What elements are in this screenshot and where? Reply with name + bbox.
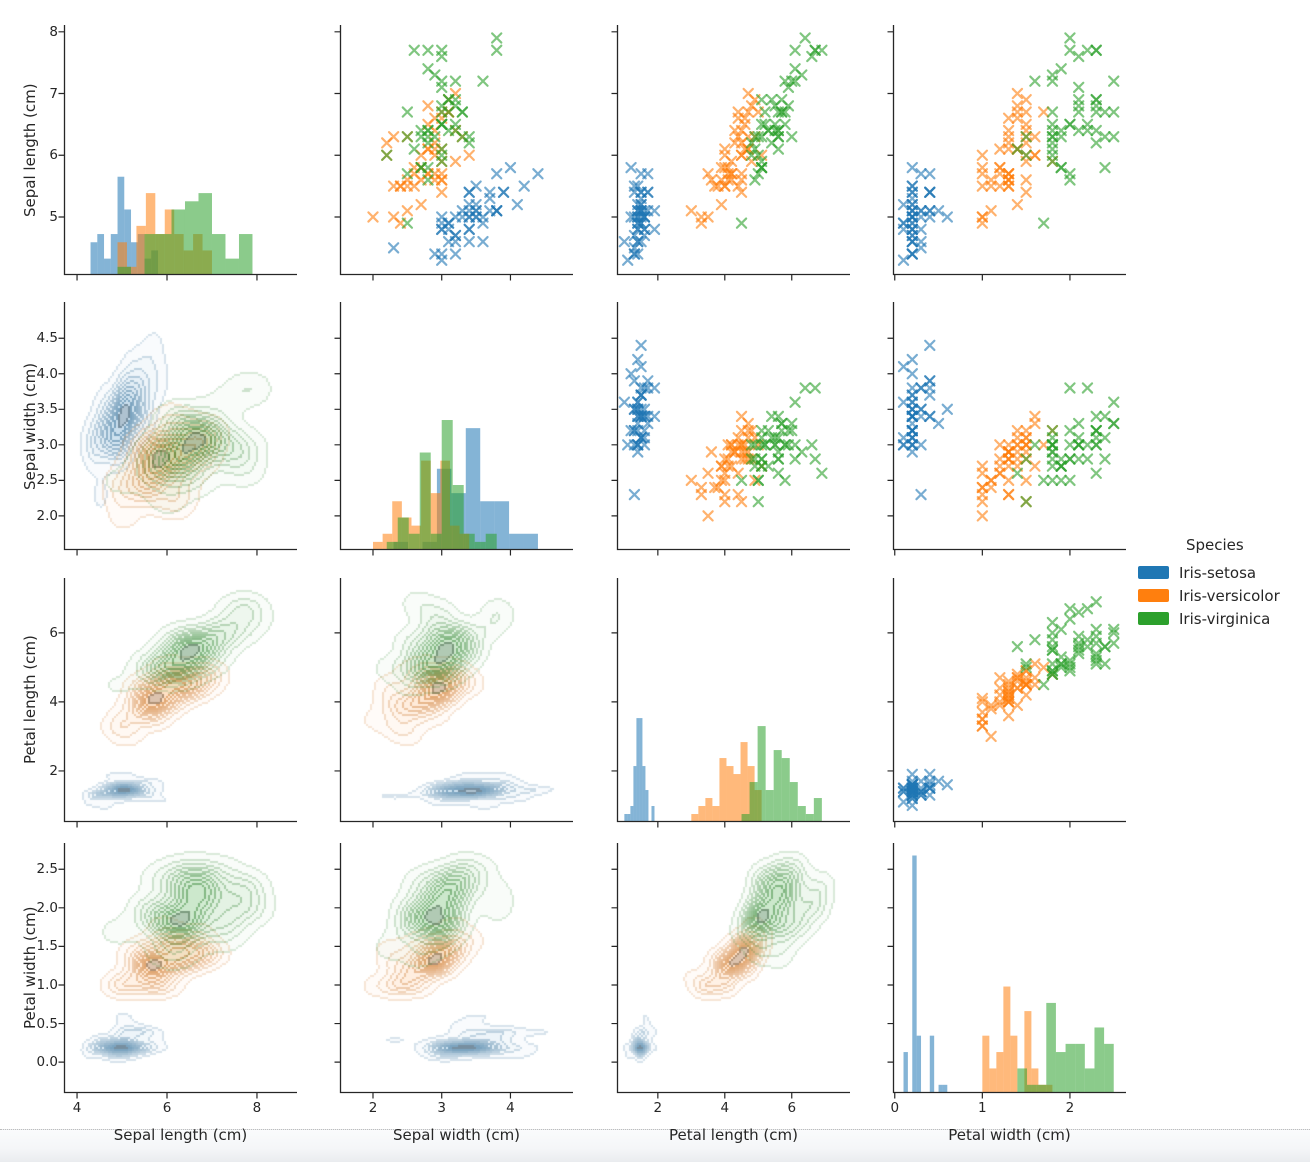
legend-swatch-icon	[1138, 612, 1169, 625]
x-tick-label: 0	[890, 1100, 900, 1116]
x-tick-label: 4	[720, 1100, 730, 1116]
x-tick-label: 6	[162, 1100, 172, 1116]
x-tick-label: 8	[252, 1100, 262, 1116]
y-tick-label: 2.5	[36, 861, 58, 878]
legend-title: Species	[1186, 536, 1244, 554]
legend-entry-label: Iris-setosa	[1179, 563, 1257, 582]
y-tick-label: 6	[49, 624, 58, 641]
kde-panel-r4c3	[609, 843, 850, 1101]
y-tick-label: 4.5	[36, 330, 58, 347]
y-axis-label-petal-width: Petal width (cm)	[21, 906, 39, 1030]
x-tick-label: 2	[1065, 1100, 1075, 1116]
y-tick-label: 3.0	[36, 436, 58, 453]
x-axis-label-petal-width: Petal width (cm)	[948, 1126, 1071, 1144]
x-tick-label: 4	[506, 1100, 515, 1116]
histogram-canvas	[885, 843, 1126, 1101]
kde-canvas	[56, 843, 297, 1101]
y-tick-label: 5	[49, 208, 58, 225]
x-tick-label: 1	[978, 1100, 987, 1116]
y-tick-label: 2.5	[36, 472, 58, 489]
kde-panel-r3c1	[56, 578, 297, 830]
kde-panel-r3c2	[332, 578, 573, 830]
x-tick-label: 3	[437, 1100, 447, 1116]
legend-entry-iris-virginica: Iris-virginica	[1138, 607, 1280, 630]
y-tick-label: 1.0	[36, 976, 58, 993]
y-tick-label: 1.5	[36, 938, 58, 955]
legend-entries: Iris-setosa Iris-versicolor Iris-virginica	[1138, 561, 1280, 630]
y-tick-label: 0.0	[36, 1054, 58, 1071]
y-tick-label: 4	[49, 693, 58, 710]
kde-canvas	[332, 578, 573, 830]
x-tick-label: 4	[72, 1100, 82, 1116]
x-axis-label-sepal-width: Sepal width (cm)	[392, 1126, 521, 1144]
scatter-canvas	[885, 578, 1126, 830]
scatter-canvas	[885, 25, 1126, 283]
histogram-canvas	[332, 302, 573, 558]
legend-entry-iris-versicolor: Iris-versicolor	[1138, 584, 1280, 607]
histogram-panel-r1c1	[56, 25, 297, 283]
kde-canvas	[332, 843, 573, 1101]
legend: Species Iris-setosa Iris-versicolor Iris-v…	[1138, 536, 1280, 630]
legend-entry-iris-setosa: Iris-setosa	[1138, 561, 1280, 584]
scatter-canvas	[609, 302, 850, 558]
kde-canvas	[56, 578, 297, 830]
kde-panel-r4c1	[56, 843, 297, 1101]
scatter-canvas	[332, 25, 573, 283]
legend-entry-label: Iris-virginica	[1179, 609, 1271, 628]
y-tick-label: 0.5	[36, 1015, 58, 1032]
x-axis-label-petal-length: Petal length (cm)	[669, 1126, 798, 1144]
notebook-cell-boundary	[0, 1129, 1310, 1162]
kde-canvas	[56, 302, 297, 558]
y-tick-label: 2.0	[36, 507, 58, 524]
histogram-panel-r4c4	[885, 843, 1126, 1101]
scatter-panel-r3c4	[885, 578, 1126, 830]
scatter-canvas	[885, 302, 1126, 558]
legend-swatch-icon	[1138, 566, 1169, 579]
x-tick-label: 6	[787, 1100, 797, 1116]
x-axis-label-sepal-length: Sepal length (cm)	[113, 1126, 248, 1144]
scatter-panel-r1c3	[609, 25, 850, 283]
y-tick-label: 6	[49, 147, 58, 164]
legend-entry-label: Iris-versicolor	[1179, 586, 1280, 605]
histogram-canvas	[609, 578, 850, 830]
x-tick-label: 2	[653, 1100, 663, 1116]
scatter-panel-r2c4	[885, 302, 1126, 558]
histogram-panel-r3c3	[609, 578, 850, 830]
y-tick-label: 2.0	[36, 899, 58, 916]
scatter-panel-r2c3	[609, 302, 850, 558]
kde-canvas	[609, 843, 850, 1101]
legend-swatch-icon	[1138, 589, 1169, 602]
kde-panel-r2c1	[56, 302, 297, 558]
scatter-canvas	[609, 25, 850, 283]
histogram-canvas	[56, 25, 297, 283]
kde-panel-r4c2	[332, 843, 573, 1101]
y-axis-label-petal-length: Petal length (cm)	[21, 635, 39, 765]
y-axis-label-sepal-length: Sepal length (cm)	[21, 83, 39, 217]
y-tick-label: 2	[49, 762, 58, 779]
scatter-panel-r1c4	[885, 25, 1126, 283]
x-tick-label: 2	[368, 1100, 378, 1116]
y-tick-label: 8	[49, 23, 58, 40]
histogram-panel-r2c2	[332, 302, 573, 558]
y-axis-label-sepal-width: Sepal width (cm)	[21, 362, 39, 490]
y-tick-label: 7	[49, 85, 58, 102]
y-tick-label: 4.0	[36, 365, 58, 382]
y-tick-label: 3.5	[36, 401, 58, 418]
scatter-panel-r1c2	[332, 25, 573, 283]
